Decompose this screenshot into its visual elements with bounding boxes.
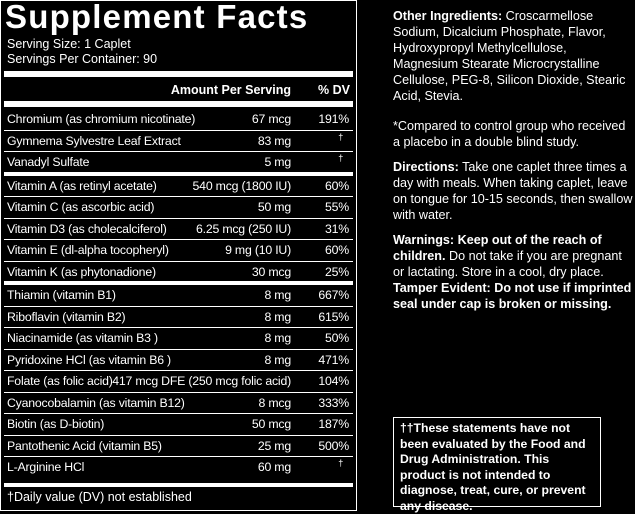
amount: 9 mg (10 IU): [225, 243, 291, 257]
nutrient-row: Thiamin (vitamin B1) 8 mg 667%: [4, 285, 353, 307]
daily-value: 60%: [324, 178, 349, 193]
amount: 50 mg: [257, 200, 291, 214]
nutrient-row: Niacinamide (as vitamin B3 ) 8 mg 50%: [4, 328, 353, 350]
daily-value: 667%: [318, 288, 349, 302]
daily-value: 104%: [318, 374, 349, 388]
nutrient-name: Niacinamide (as vitamin B3 ): [7, 331, 158, 345]
amount: 540 mcg (1800 IU): [192, 178, 292, 193]
nutrient-name: Folate (as folic acid): [7, 374, 113, 388]
nutrient-name: Vitamin A (as retinyl acetate): [7, 178, 157, 193]
nutrient-row: Vitamin D3 (as cholecalciferol) 6.25 mcg …: [4, 219, 353, 240]
other-ingredients: Other Ingredients: Croscarmellose Sodium…: [393, 8, 633, 104]
nutrient-name: Biotin (as D-biotin): [7, 417, 105, 431]
nutrient-name: Vitamin E (dl-alpha tocopheryl): [7, 243, 169, 257]
daily-value: †: [338, 131, 343, 142]
text: Take one caplet three times a day with m…: [393, 160, 633, 222]
daily-value: 471%: [318, 352, 349, 367]
amount: 83 mg: [257, 133, 291, 148]
divider: [4, 71, 353, 77]
nutrient-row: Biotin (as D-biotin) 50 mcg 187%: [4, 414, 353, 436]
nutrient-name: Vitamin D3 (as cholecalciferol): [7, 221, 167, 236]
nutrient-row: Vanadyl Sulfate 5 mg †: [4, 152, 353, 173]
nutrient-name: Riboflavin (vitamin B2): [7, 309, 126, 324]
daily-value: 60%: [324, 243, 349, 257]
info: Other Ingredients: Croscarmellose Sodium…: [393, 8, 633, 321]
daily-value: 25%: [324, 264, 349, 279]
daily-value: 31%: [324, 221, 349, 236]
nutrient-name: Thiamin (vitamin B1): [7, 288, 116, 302]
divider: [4, 101, 353, 107]
nutrient-row: Vitamin C (as ascorbic acid) 50 mg 55%: [4, 197, 353, 219]
amount: 5 mg: [264, 155, 291, 169]
daily-value: 500%: [318, 438, 349, 453]
amount: 30 mcg: [251, 264, 291, 279]
label: Directions:: [393, 160, 459, 174]
group-divider: [4, 171, 353, 176]
daily-value: 187%: [318, 417, 349, 431]
warnings: Warnings: Keep out of the reach of child…: [393, 232, 633, 312]
amount: 8 mg: [264, 352, 291, 367]
footnote: †Daily value (DV) not established: [7, 490, 192, 504]
daily-value: 55%: [324, 200, 349, 214]
nutrient-name: L-Arginine HCl: [7, 460, 85, 474]
label: Other Ingredients:: [393, 9, 503, 23]
column-header: Amount Per Serving: [170, 83, 291, 97]
column-header: % DV: [318, 83, 350, 97]
amount: 417 mcg DFE (250 mcg folic acid): [112, 374, 291, 388]
nutrient-row: Vitamin K (as phytonadione) 30 mcg 25%: [4, 262, 353, 283]
group-divider: [4, 281, 353, 285]
nutrient-name: Vanadyl Sulfate: [7, 155, 90, 169]
rows: Chromium (as chromium nicotinate) 67 mcg 1…: [4, 109, 353, 478]
nutrient-row: L-Arginine HCl 60 mg †: [4, 457, 353, 478]
nutrient-row: Gymnema Sylvestre Leaf Extract 83 mg †: [4, 131, 353, 152]
nutrient-name: Chromium (as chromium nicotinate): [7, 112, 196, 126]
daily-value: †: [338, 153, 343, 163]
divider: [4, 483, 353, 487]
servings-per-container: Servings Per Container: 90: [7, 52, 158, 66]
nutrient-row: Vitamin A (as retinyl acetate) 540 mcg (1…: [4, 176, 353, 197]
nutrient-row: Cyanocobalamin (as vitamin B12) 8 mcg 333%: [4, 393, 353, 414]
title: Supplement Facts: [5, 0, 309, 35]
amount: 8 mcg: [258, 395, 292, 410]
nutrient-row: Pantothenic Acid (vitamin B5) 25 mg 500%: [4, 436, 353, 457]
amount: 6.25 mcg (250 IU): [195, 221, 291, 236]
daily-value: 50%: [324, 331, 349, 345]
amount: 8 mg: [264, 331, 291, 345]
nutrient-name: Gymnema Sylvestre Leaf Extract: [7, 133, 181, 148]
text: Croscarmellose Sodium, Dicalcium Phospha…: [393, 9, 626, 103]
nutrient-name: Pantothenic Acid (vitamin B5): [7, 438, 162, 453]
nutrient-row: Pyridoxine HCl (as vitamin B6 ) 8 mg 471%: [4, 350, 353, 371]
nutrient-name: Vitamin K (as phytonadione): [7, 264, 156, 279]
nutrient-name: Vitamin C (as ascorbic acid): [7, 200, 155, 214]
amount: 67 mcg: [251, 112, 291, 126]
tamper: Tamper Evident: Do not use if imprinted …: [393, 281, 632, 311]
compared-note: *Compared to control group who received …: [393, 119, 626, 149]
nutrient-row: Vitamin E (dl-alpha tocopheryl) 9 mg (10 …: [4, 240, 353, 262]
directions: Directions: Take one caplet three times …: [393, 159, 633, 223]
daily-value: †: [338, 458, 343, 468]
nutrient-name: Pyridoxine HCl (as vitamin B6 ): [7, 352, 171, 367]
amount: 60 mg: [257, 460, 291, 474]
daily-value: 615%: [318, 309, 349, 324]
amount: 8 mg: [264, 288, 291, 302]
amount: 8 mg: [264, 309, 291, 324]
nutrient-row: Riboflavin (vitamin B2) 8 mg 615%: [4, 307, 353, 328]
serving-size: Serving Size: 1 Caplet: [7, 37, 131, 51]
amount: 50 mcg: [251, 417, 291, 431]
text: Do not take if you are pregnant or lacta…: [393, 249, 622, 279]
nutrient-row: Chromium (as chromium nicotinate) 67 mcg 1…: [4, 109, 353, 131]
label: Warnings: Keep out of the reach of child…: [393, 233, 602, 263]
nutrient-name: Cyanocobalamin (as vitamin B12): [7, 395, 185, 410]
disclaimer: ††These statements have not been evaluat…: [393, 417, 601, 513]
daily-value: 191%: [318, 112, 349, 126]
daily-value: 333%: [318, 395, 349, 410]
amount: 25 mg: [257, 438, 291, 453]
nutrient-row: Folate (as folic acid) 417 mcg DFE (250 m…: [4, 371, 353, 393]
facts-panel: Supplement Facts Serving Size: 1 Caplet …: [0, 0, 357, 511]
